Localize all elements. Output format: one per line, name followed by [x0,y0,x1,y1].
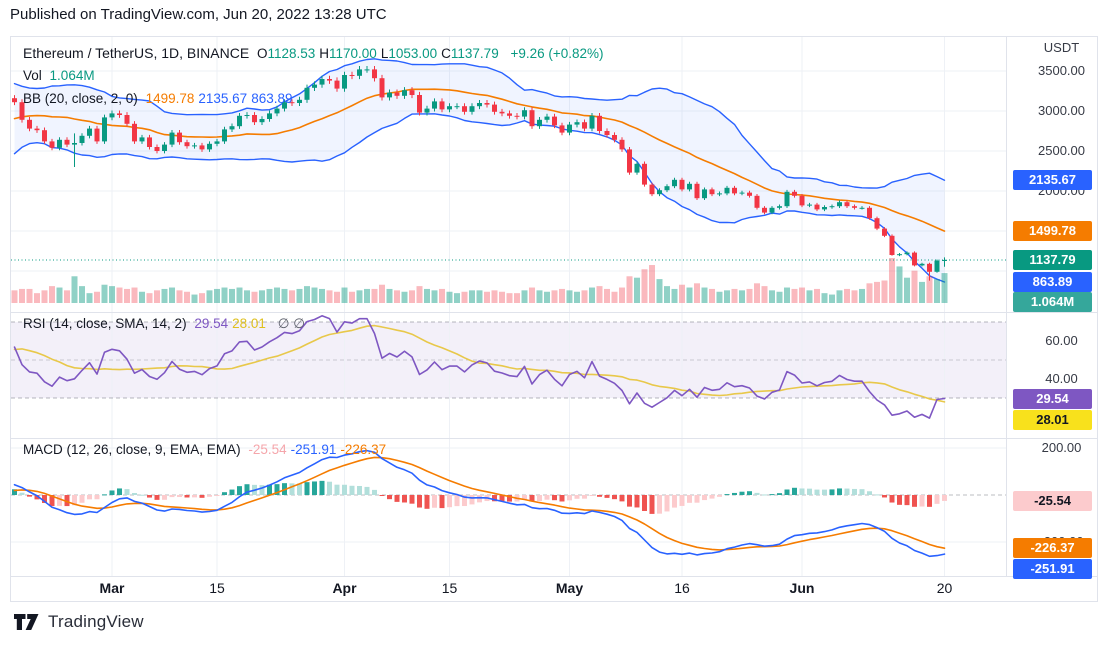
price-badge: 1137.79 [1013,249,1092,270]
legend-value: C1137.79 [441,46,499,61]
rsi-pane[interactable] [11,312,1006,438]
legend-value: -25.54 [248,442,287,457]
price-axis-label: 2500.00 [1038,143,1085,158]
price-axis-separator [1006,37,1007,576]
tradingview-logo-icon[interactable] [14,612,39,632]
time-axis-label: Mar [99,580,125,596]
pane-separator[interactable] [11,576,1097,577]
price-axis[interactable]: USDT 3500.00 3000.00 2500.00 2000.00 60.00 40… [1006,37,1107,601]
macd-pane[interactable] [11,438,1006,576]
footer: TradingView [14,608,144,636]
time-axis-label: 20 [936,580,953,596]
price-badge: 1.064M [1013,292,1092,312]
time-axis[interactable]: Mar 15 Apr 15 May 16 Jun 20 [11,576,1006,601]
legend-value: -226.37 [340,442,387,457]
volume-value: 1.064M [49,68,95,83]
ohlc-values: O1128.53 H1170.00 L1053.00 C1137.79 [257,46,503,61]
price-axis-label: 3500.00 [1038,63,1085,78]
axis-currency-label: USDT [1043,40,1080,55]
legend-value: 1499.78 [145,91,195,106]
time-axis-label: 15 [441,580,458,596]
symbol-title: Ethereum / TetherUS, 1D, BINANCE [23,45,250,61]
main-price-pane[interactable] [11,37,1006,312]
chart-frame: USDT 3500.00 3000.00 2500.00 2000.00 60.00 40… [10,36,1098,602]
legend-value: 28.01 [232,316,266,331]
rsi-axis-label: 60.00 [1045,333,1078,348]
price-badge: 863.89 [1013,271,1092,292]
legend-value: 29.54 [194,316,229,331]
bb-label: BB (20, close, 2, 0) [23,91,138,106]
macd-label: MACD (12, 26, close, 9, EMA, EMA) [23,442,241,457]
rsi-legend: RSI (14, close, SMA, 14, 2) 29.54 28.01 ∅… [23,316,309,332]
macd-badge: -25.54 [1013,491,1092,511]
legend-value: O1128.53 [256,46,316,61]
volume-legend: Vol 1.064M [23,68,99,83]
rsi-badge: 29.54 [1013,388,1092,409]
rsi-values: 29.54 28.01 [194,316,270,331]
tradingview-wordmark[interactable]: TradingView [48,612,144,631]
bb-values: 1499.78 2135.67 863.89 [146,91,297,106]
macd-values: -25.54 -251.91 -226.37 [248,442,390,457]
time-axis-label: 15 [209,580,225,596]
change-value: +9.26 (+0.82%) [510,46,604,61]
price-badge: 1499.78 [1013,221,1092,242]
pane-separator[interactable] [11,438,1097,439]
legend-value: -251.91 [290,442,337,457]
volume-label: Vol [23,68,42,83]
legend-value: 2135.67 [198,91,248,106]
symbol-legend: Ethereum / TetherUS, 1D, BINANCE O1128.5… [23,45,608,61]
legend-value: L1053.00 [380,46,438,61]
bb-legend: BB (20, close, 2, 0) 1499.78 2135.67 863.8… [23,91,301,106]
legend-value: H1170.00 [319,46,377,61]
macd-badge: -251.91 [1013,559,1092,580]
macd-legend: MACD (12, 26, close, 9, EMA, EMA) -25.54… [23,442,394,457]
legend-value: 863.89 [251,91,293,106]
macd-axis-label: 200.00 [1041,440,1082,455]
rsi-label: RSI (14, close, SMA, 14, 2) [23,316,187,331]
price-badge: 2135.67 [1013,170,1092,191]
pane-separator[interactable] [11,312,1097,313]
rsi-axis-label: 40.00 [1045,371,1078,386]
time-axis-label: Apr [332,580,357,596]
time-axis-label: Jun [789,580,815,596]
time-axis-label: May [555,580,584,596]
rsi-null-values: ∅ ∅ [277,316,305,331]
rsi-badge: 28.01 [1013,409,1092,430]
price-axis-label: 3000.00 [1038,103,1085,118]
time-axis-label: 16 [674,580,690,596]
macd-badge: -226.37 [1013,538,1092,559]
published-caption: Published on TradingView.com, Jun 20, 20… [10,6,387,23]
